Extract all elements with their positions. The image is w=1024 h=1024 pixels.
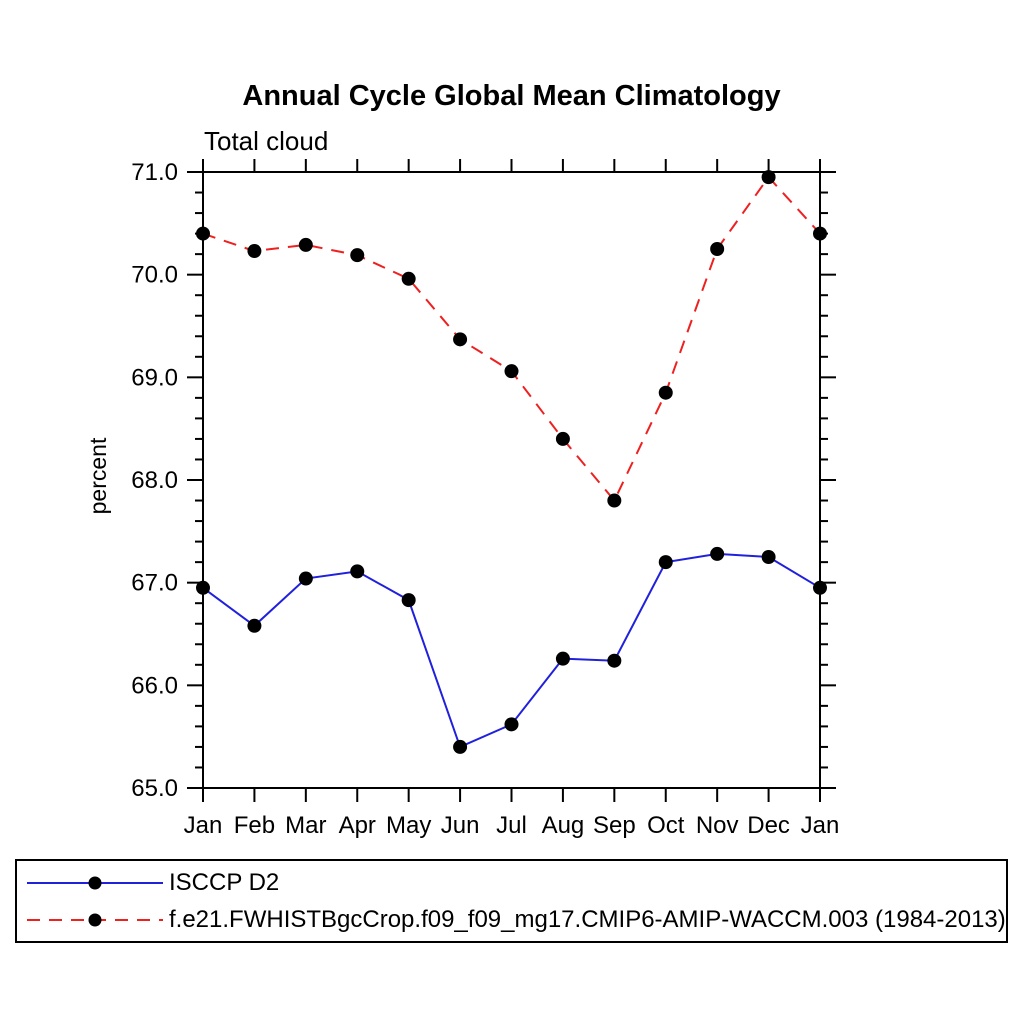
x-axis-labels: Jan Feb Mar Apr May Jun Jul Aug Sep Oct Nov Dec Jan <box>184 812 840 839</box>
data-point-marker <box>658 555 673 570</box>
x-axis-ticks <box>202 159 821 802</box>
data-point-marker <box>761 170 776 185</box>
y-axis-ticks <box>187 171 836 789</box>
y-tick-label: 71.0 <box>131 159 178 186</box>
legend-label-model: f.e21.FWHISTBgcCrop.f09_f09_mg17.CMIP6-A… <box>169 905 1006 933</box>
data-point-marker <box>247 618 262 633</box>
legend-line-sample-dashed-red <box>27 913 163 926</box>
data-point-marker <box>298 571 313 586</box>
x-tick-label: Sep <box>593 812 636 839</box>
legend-line-sample-solid-blue <box>27 876 163 889</box>
data-point-marker <box>298 237 313 252</box>
data-point-marker <box>658 385 673 400</box>
data-point-marker <box>504 364 519 379</box>
series-isccp <box>196 546 827 754</box>
legend-label-isccp: ISCCP D2 <box>169 868 280 896</box>
data-point-marker <box>607 653 622 668</box>
x-tick-label: Oct <box>647 812 685 839</box>
plot-frame <box>202 171 821 789</box>
data-point-marker <box>607 493 622 508</box>
data-point-marker <box>504 717 519 732</box>
y-tick-label: 70.0 <box>131 262 178 289</box>
y-tick-label: 66.0 <box>131 672 178 699</box>
y-tick-label: 65.0 <box>131 775 178 802</box>
x-tick-label: Nov <box>696 812 739 839</box>
data-point-marker <box>247 244 262 259</box>
y-tick-label: 67.0 <box>131 570 178 597</box>
x-tick-label: Jun <box>441 812 480 839</box>
x-tick-label: Aug <box>542 812 585 839</box>
data-point-marker <box>813 580 827 595</box>
data-point-marker <box>196 580 210 595</box>
data-point-marker <box>710 546 725 561</box>
legend-item-model: f.e21.FWHISTBgcCrop.f09_f09_mg17.CMIP6-A… <box>25 901 1006 938</box>
y-tick-label: 69.0 <box>131 364 178 391</box>
data-point-marker <box>350 564 365 579</box>
x-tick-label: Mar <box>285 812 326 839</box>
data-point-marker <box>453 332 468 347</box>
series-line <box>202 175 821 503</box>
legend-box: ISCCP D2 f.e21.FWHISTBgcCrop.f09_f09_mg1… <box>15 859 1008 943</box>
x-tick-label: Apr <box>339 812 376 839</box>
data-point-marker <box>555 651 570 666</box>
x-tick-label: Dec <box>747 812 790 839</box>
x-tick-label: Feb <box>234 812 275 839</box>
x-tick-label: May <box>386 812 431 839</box>
data-point-marker <box>401 271 416 286</box>
series-model <box>196 170 827 508</box>
data-point-marker <box>761 550 776 564</box>
chart-subtitle: Total cloud <box>204 126 329 156</box>
data-point-marker <box>350 248 365 263</box>
legend-item-isccp: ISCCP D2 <box>25 864 1006 901</box>
data-point-marker <box>555 431 570 446</box>
chart-title: Annual Cycle Global Mean Climatology <box>242 80 781 112</box>
data-point-marker <box>453 739 468 754</box>
y-axis-labels: 65.0 66.0 67.0 68.0 69.0 70.0 71.0 <box>131 159 178 802</box>
data-point-marker <box>401 593 416 608</box>
y-tick-label: 68.0 <box>131 467 178 494</box>
data-point-marker <box>196 226 210 241</box>
data-point-marker <box>813 226 827 241</box>
x-tick-label: Jan <box>801 812 840 839</box>
x-tick-label: Jul <box>496 812 527 839</box>
data-point-marker <box>710 242 725 256</box>
x-tick-label: Jan <box>184 812 223 839</box>
